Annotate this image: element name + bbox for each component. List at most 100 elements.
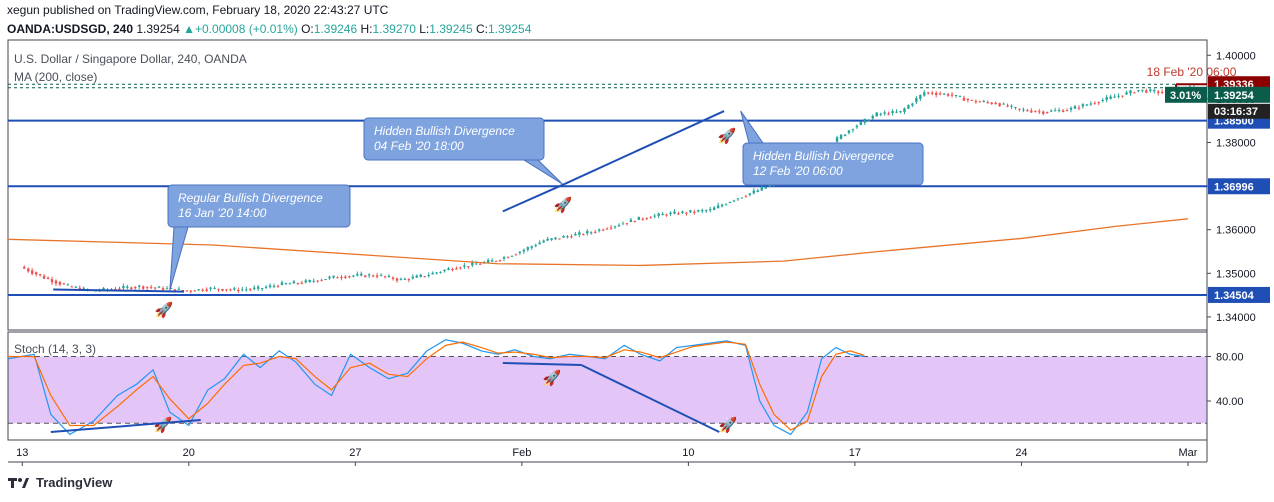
up-triangle-icon: ▲ — [183, 22, 195, 36]
candle-body — [1117, 95, 1120, 97]
candle-body — [193, 290, 196, 292]
candle-body — [197, 289, 200, 291]
candle-body — [915, 98, 918, 103]
candle-body — [475, 263, 478, 265]
price-tick-label: 1.36000 — [1216, 225, 1256, 237]
candle-body — [1109, 96, 1112, 99]
candle-body — [586, 231, 589, 234]
candle-body — [732, 200, 736, 202]
candle-body — [308, 280, 311, 283]
symbol-label: OANDA:USDSGD, 240 — [7, 22, 134, 36]
candle-body — [708, 209, 712, 211]
candle-body — [740, 197, 744, 199]
candle-body — [871, 116, 874, 119]
candle-body — [201, 289, 204, 291]
close-value: 1.39254 — [487, 22, 532, 36]
candle-body — [1133, 92, 1136, 94]
candle-body — [986, 102, 989, 104]
candle-body — [157, 286, 161, 288]
callout-box — [167, 184, 351, 228]
candle-body — [942, 93, 946, 95]
last-price: 1.39254 — [136, 22, 180, 36]
stoch-label: Stoch (14, 3, 3) — [14, 342, 97, 356]
candle-body — [383, 276, 387, 278]
stoch-trend-line — [502, 362, 582, 366]
candle-body — [907, 105, 910, 109]
high-label: H: — [360, 22, 373, 36]
candle-body — [506, 257, 510, 259]
candle-body — [705, 210, 708, 212]
candle-body — [237, 289, 240, 292]
candle-body — [891, 110, 894, 114]
candle-body — [1057, 109, 1061, 111]
candle-body — [213, 287, 216, 289]
candle-body — [288, 283, 292, 285]
price-trend-line — [502, 182, 566, 213]
callout-pointer — [522, 159, 563, 185]
candle-body — [1105, 97, 1108, 100]
candle-body — [843, 134, 847, 136]
candle-body — [946, 94, 950, 96]
candle-body — [554, 237, 557, 240]
candle-body — [982, 101, 985, 103]
candle-body — [994, 102, 997, 105]
candle-body — [1002, 103, 1005, 105]
callout-pointer — [169, 226, 189, 291]
candle-body — [625, 223, 629, 225]
candle-body — [752, 190, 756, 194]
candle-body — [1113, 96, 1116, 98]
candle-body — [209, 287, 212, 289]
current-price-tag — [1208, 86, 1270, 103]
candle-body — [594, 231, 597, 233]
candle-body — [641, 218, 644, 220]
candle-body — [720, 204, 724, 207]
candle-body — [435, 272, 438, 274]
candle-body — [122, 286, 125, 289]
time-tick-label: 27 — [349, 447, 361, 459]
candle-body — [542, 240, 545, 243]
candle-body — [689, 210, 692, 213]
time-tick-label: 10 — [682, 447, 694, 459]
candle-body — [1030, 110, 1033, 113]
candle-body — [161, 288, 165, 290]
candle-body — [954, 94, 958, 96]
candle-body — [38, 274, 42, 276]
candle-body — [582, 234, 585, 236]
candle-body — [407, 279, 411, 281]
candle-body — [46, 277, 50, 279]
candle-body — [764, 186, 767, 189]
candle-body — [30, 270, 34, 274]
candle-body — [54, 280, 58, 284]
stoch-tick-label: 40.00 — [1216, 396, 1244, 408]
candle-body — [336, 277, 339, 279]
level-price-tag — [1208, 178, 1270, 195]
candle-body — [1121, 95, 1124, 97]
candle-body — [566, 236, 569, 238]
candle-body — [415, 275, 418, 278]
candle-body — [58, 282, 62, 285]
time-tick-label: 13 — [16, 447, 28, 459]
candle-body — [1038, 111, 1041, 113]
candle-body — [356, 273, 359, 276]
candle-body — [697, 210, 700, 212]
candle-body — [368, 274, 371, 276]
candle-body — [514, 254, 518, 256]
candle-body — [716, 205, 720, 209]
candle-body — [1010, 105, 1013, 107]
candle-body — [114, 288, 117, 290]
callout-text: Hidden Bullish Divergence — [374, 124, 515, 138]
candle-body — [685, 212, 688, 214]
candle-body — [867, 120, 870, 122]
candle-body — [851, 129, 855, 131]
candle-body — [126, 286, 129, 288]
candle-body — [34, 272, 38, 275]
candle-body — [1014, 107, 1017, 109]
candle-body — [1022, 109, 1025, 111]
candle-body — [605, 228, 609, 230]
candle-body — [23, 266, 26, 269]
candle-body — [934, 93, 938, 95]
candle-body — [300, 282, 304, 284]
candle-body — [574, 233, 577, 236]
candle-body — [344, 276, 347, 279]
